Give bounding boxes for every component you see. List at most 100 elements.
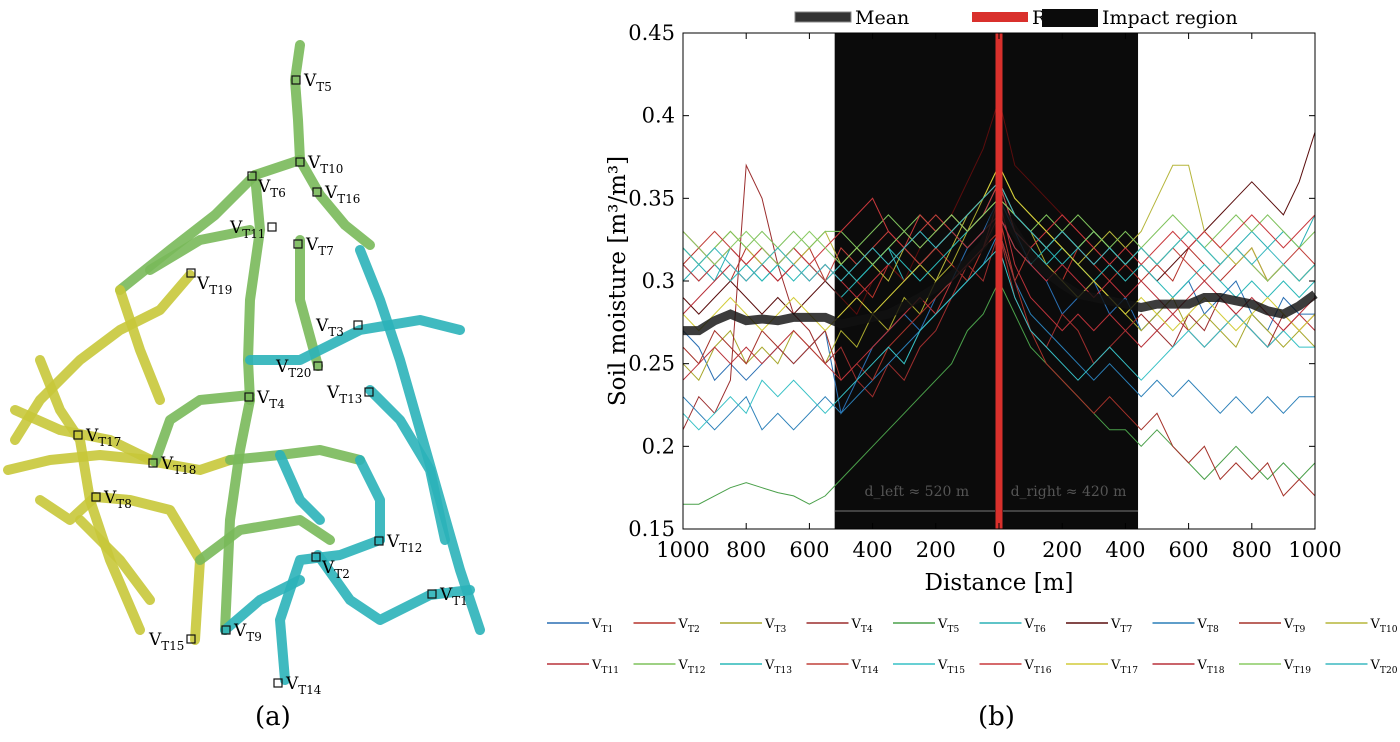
legend-label-vt3: VT3 [764,617,786,635]
legend-label-vt18: VT18 [1197,658,1225,676]
station-label: VT18 [160,454,196,477]
station-label: VT16 [324,183,360,206]
road-segment [243,170,265,405]
legend-label-vt10: VT10 [1370,617,1398,635]
top-legend: MeanRoadImpact region [794,7,1238,29]
station-box [221,625,231,635]
station-label: VT10 [307,153,343,176]
station-marker: VT15 [148,630,196,653]
legend-label-vt19: VT19 [1283,658,1311,676]
y-tick-label: 0.2 [642,434,675,458]
legend-label-vt1: VT1 [591,617,613,635]
station-label: VT20 [275,357,311,380]
station-marker: VT8 [91,488,132,511]
legend-label-vt17: VT17 [1110,658,1138,676]
distance-annotations: d_left ≈ 520 m d_right ≈ 420 m [834,484,1139,512]
legend-label-vt13: VT13 [764,658,792,676]
panel-a-label: (a) [255,702,291,732]
road-segment [295,155,375,250]
station-marker: VT10 [295,153,343,176]
station-label: VT5 [303,71,332,94]
station-label: VT14 [285,674,321,697]
road-segment [195,515,335,565]
x-tick-label: 1000 [1288,538,1341,562]
road-segment [10,270,195,445]
legend-label-vt2: VT2 [678,617,700,635]
y-tick-label: 0.25 [628,352,675,376]
series-legend: VT1 VT2 VT3 VT4 VT5 VT6 VT7 VT8 VT9 VT10 VT11 VT12 V… [547,617,1398,676]
road-segment [10,405,235,475]
road-segment [365,385,450,545]
station-box [291,75,301,85]
legend-label-vt16: VT16 [1024,658,1052,676]
legend-label-vt5: VT5 [937,617,959,635]
station-box [148,458,158,468]
legend-label-vt11: VT11 [591,658,619,676]
legend-swatch-mean [794,11,852,23]
station-box [273,678,283,688]
road-segment [220,575,305,635]
x-tick-label: 800 [1232,538,1272,562]
station-box [186,634,196,644]
road-segment [313,550,475,625]
station-box [91,492,101,502]
road-segment [245,315,465,365]
legend-label-vt15: VT15 [937,658,965,676]
station-label: VT13 [326,383,362,406]
station-box [244,392,254,402]
soil-moisture-chart: d_left ≈ 520 m d_right ≈ 420 m 1000 800 600 4… [547,7,1398,676]
road-segment [290,40,305,165]
y-tick-label: 0.15 [628,517,675,541]
station-box [312,187,322,197]
station-marker: VT2 [311,552,350,581]
station-label: VT7 [305,235,334,258]
legend-label-impact-region: Impact region [1102,7,1238,29]
axis-ticks: 1000 800 600 400 200 0 200 400 600 800 10000.150.2… [628,21,1341,562]
station-label: VT3 [315,316,344,339]
x-tick-label: 0 [992,538,1005,562]
station-marker: VT9 [221,621,262,644]
station-marker: VT17 [73,426,121,449]
legend-label-vt6: VT6 [1024,617,1046,635]
legend-label-vt12: VT12 [678,658,706,676]
y-axis-label: Soil moisture [m³/m³] [605,156,631,406]
station-marker: VT18 [148,454,196,477]
station-marker: VT4 [244,388,285,411]
station-marker: VT16 [312,183,360,206]
station-label: VT4 [256,388,285,411]
station-box [364,387,374,397]
road-segment [220,395,255,635]
station-label: VT19 [196,274,232,297]
station-box [293,239,303,249]
road-segment [225,445,365,465]
station-box [295,157,305,167]
station-label: VT9 [233,621,262,644]
x-axis-label: Distance [m] [925,570,1074,596]
road-network [3,40,495,690]
road-segment [90,492,205,645]
road-segment [35,492,100,525]
station-marker: VT20 [275,357,323,380]
x-tick-label: 200 [1042,538,1082,562]
legend-label-vt14: VT14 [851,658,879,676]
station-marker: VT6 [247,171,286,200]
x-tick-label: 600 [789,538,829,562]
y-tick-label: 0.45 [628,21,675,45]
station-box [186,268,196,278]
station-label: VT8 [103,488,132,511]
legend-swatch-road [972,12,1028,22]
station-marker: VT19 [186,268,232,297]
legend-label-vt20: VT20 [1370,658,1398,676]
x-tick-label: 400 [853,538,893,562]
road-segment [35,355,145,635]
road-segment [355,245,485,635]
road-segment [275,450,325,525]
x-tick-label: 600 [1169,538,1209,562]
road-segment [295,235,323,371]
station-box [267,222,277,232]
legend-label-vt8: VT8 [1197,617,1219,635]
legend-label-vt4: VT4 [851,617,873,635]
legend-label-vt9: VT9 [1283,617,1305,635]
